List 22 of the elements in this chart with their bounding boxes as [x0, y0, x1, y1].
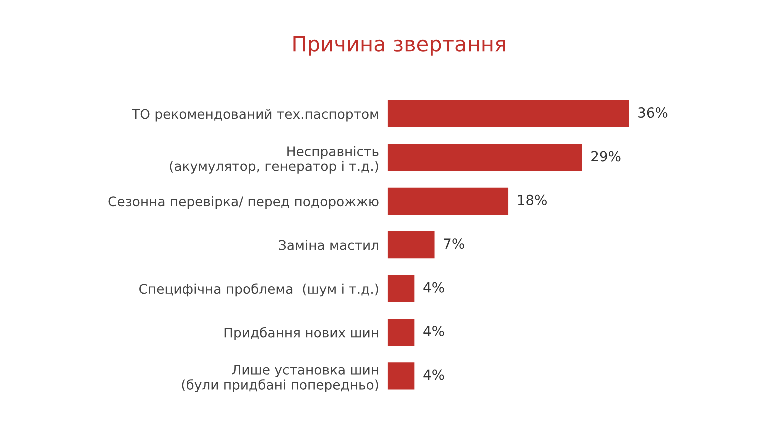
y-tick-label: ТО рекомендований тех.паспортом	[132, 109, 378, 122]
bar	[388, 362, 415, 390]
bar	[388, 100, 630, 128]
bar	[388, 188, 509, 215]
y-tick-label: Лише установка шин (були придбані попередньо)	[182, 365, 378, 392]
y-tick-label: Заміна мастил	[279, 240, 378, 250]
bar	[388, 275, 415, 302]
data-label: 29%	[592, 151, 621, 162]
data-label: 18%	[518, 194, 547, 206]
chart-title: Причина звертання	[294, 36, 506, 56]
bar	[388, 144, 582, 172]
data-label: 36%	[638, 108, 668, 118]
y-tick-label: Специфічна проблема (шум і т.д.)	[140, 284, 378, 297]
data-label: 4%	[424, 282, 444, 293]
y-tick-label: Сезонна перевірка/ перед подорожжю	[108, 196, 379, 210]
data-label: 4%	[424, 326, 444, 337]
data-label: 4%	[424, 370, 444, 380]
bar	[388, 232, 435, 259]
data-label: 7%	[444, 238, 464, 250]
y-tick-label: Несправність (акумулятор, генератор і т.д.)	[170, 146, 379, 174]
y-tick-label: Придбання нових шин	[224, 327, 378, 340]
bar	[388, 318, 415, 346]
